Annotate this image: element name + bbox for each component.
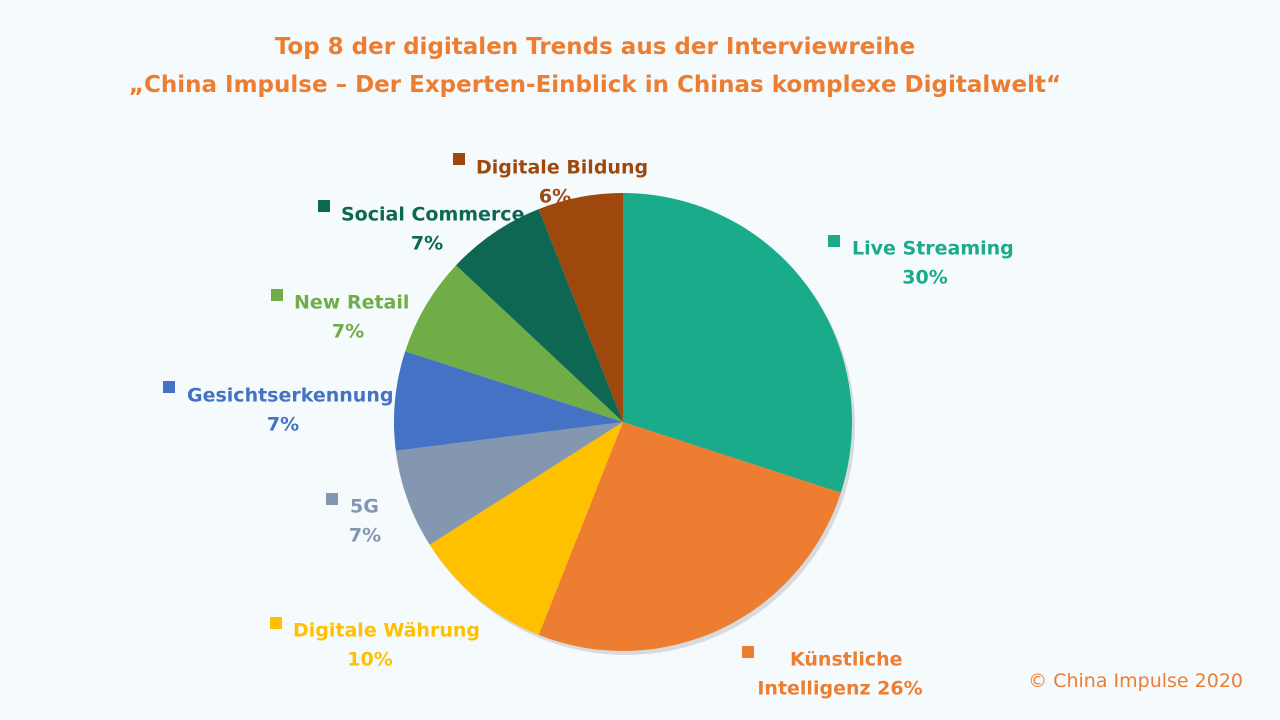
slice-label-value: 7%: [267, 414, 299, 436]
slice-label-group: Gesichtserkennung 7%: [163, 381, 393, 436]
pie-slice-digitale-währung[interactable]: [429, 422, 623, 635]
slice-label-group: Live Streaming 30%: [828, 235, 1014, 289]
legend-key-square: [271, 289, 283, 301]
pie-slice-5g[interactable]: [395, 422, 623, 545]
slice-label-group: Künstliche Intelligenz 26%: [742, 646, 923, 700]
slice-label-value: 7%: [349, 525, 381, 547]
legend-key-square: [270, 617, 282, 629]
slice-label-name: Digitale Bildung: [476, 157, 648, 179]
slice-label-group: Digitale Bildung 6%: [453, 153, 648, 208]
chart-title: Top 8 der digitalen Trends aus der Inter…: [0, 28, 1190, 104]
slice-label-name: New Retail: [294, 292, 409, 314]
slice-label-value: 7%: [411, 233, 443, 255]
legend-key-square: [742, 646, 754, 658]
slice-label-value: 6%: [539, 186, 571, 208]
slice-label-value: Intelligenz 26%: [757, 678, 922, 700]
slice-label-value: 7%: [332, 321, 364, 343]
legend-key-square: [318, 200, 330, 212]
slice-label-value: 30%: [902, 267, 947, 289]
legend-key-square: [163, 381, 175, 393]
pie-slice-live-streaming[interactable]: [623, 193, 852, 493]
chart-title-line-2: „China Impulse – Der Experten-Einblick i…: [128, 72, 1062, 98]
slice-label-group: Digitale Währung 10%: [270, 617, 480, 671]
slice-label-name: Gesichtserkennung: [187, 385, 393, 407]
pie-slice-new-retail[interactable]: [405, 265, 623, 422]
slice-label-group: Social Commerce 7%: [318, 200, 524, 255]
slice-label-name: 5G: [350, 496, 379, 518]
legend-key-square: [828, 235, 840, 247]
slice-label-name: Social Commerce: [341, 204, 524, 226]
slice-label-name: Live Streaming: [852, 238, 1014, 260]
chart-title-line-1: Top 8 der digitalen Trends aus der Inter…: [274, 34, 916, 60]
slice-label-name: Künstliche: [790, 649, 903, 671]
pie-slice-gesichtserkennung[interactable]: [394, 351, 623, 451]
legend-key-square: [453, 153, 465, 165]
pie-slice-digitale-bildung[interactable]: [538, 193, 623, 422]
slice-label-name: Digitale Währung: [293, 620, 480, 642]
copyright-notice: © China Impulse 2020: [1028, 670, 1243, 692]
slice-label-group: New Retail 7%: [271, 289, 409, 343]
slice-label-group: 5G7%: [326, 493, 381, 547]
pie-slice-social-commerce[interactable]: [456, 209, 623, 422]
slice-label-value: 10%: [347, 649, 392, 671]
pie-slice-künstliche-intelligenz[interactable]: [538, 422, 841, 651]
legend-key-square: [326, 493, 338, 505]
